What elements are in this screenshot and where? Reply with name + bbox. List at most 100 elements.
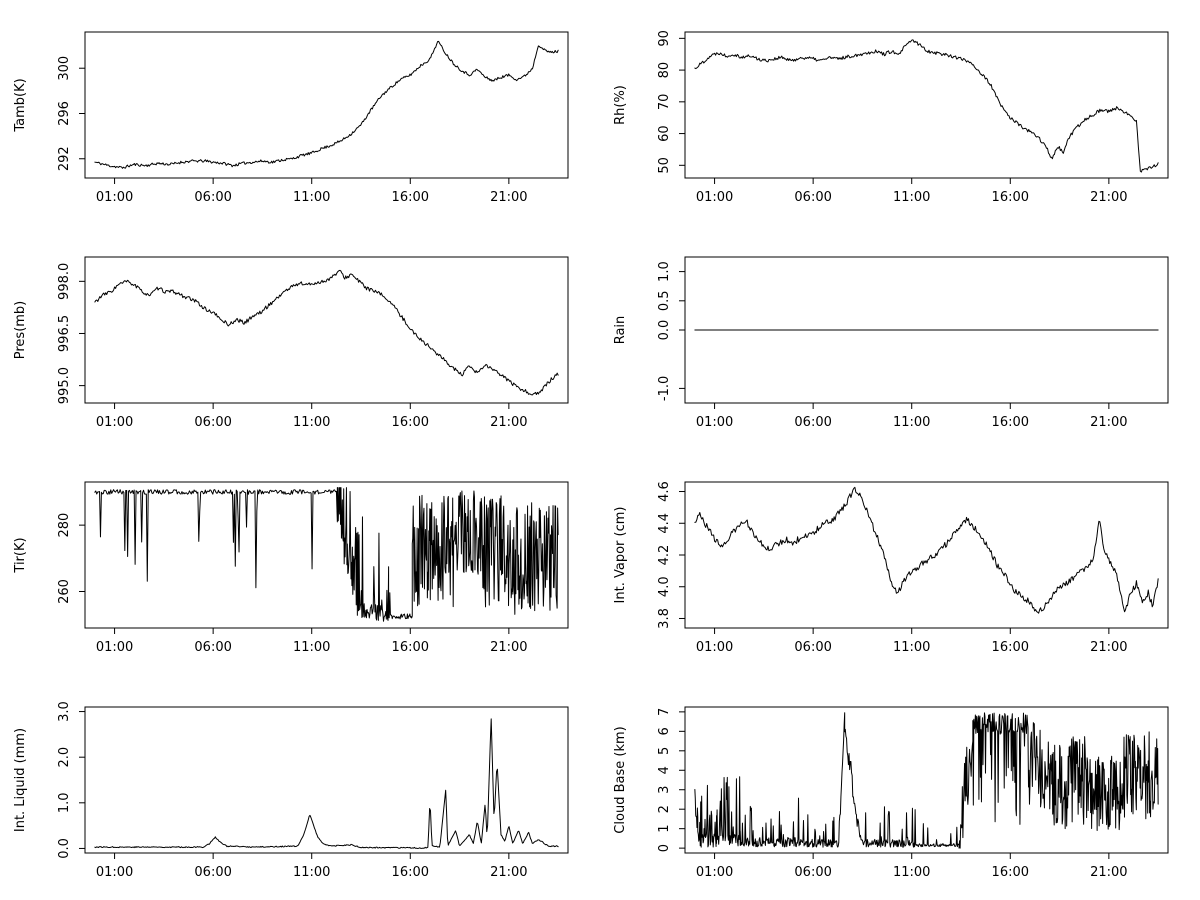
x-tick-label: 11:00 xyxy=(293,190,330,205)
y-tick-label: 4.4 xyxy=(657,513,672,534)
x-tick-label: 21:00 xyxy=(490,190,527,205)
x-tick-label: 16:00 xyxy=(992,640,1029,655)
y-tick-label: 3 xyxy=(657,786,672,794)
y-tick-label: 7 xyxy=(657,708,672,716)
x-tick-label: 01:00 xyxy=(696,415,733,430)
plot-box xyxy=(684,31,1169,179)
chart-canvas-cloudbase: 0 1 2 3 4 5 6 7 01:00 06:00 11:00 16:00 21:00 Cloud B… xyxy=(613,706,1169,880)
plot-box xyxy=(84,31,569,179)
y-tick-label: 1.0 xyxy=(657,261,672,282)
x-tick-label: 01:00 xyxy=(96,640,133,655)
y-axis-label: Tamb(K) xyxy=(13,78,28,132)
x-tick-label: 01:00 xyxy=(696,865,733,880)
x-tick-label: 21:00 xyxy=(1090,190,1127,205)
plot-box xyxy=(84,706,569,854)
x-tick-label: 16:00 xyxy=(392,190,429,205)
chart-canvas-tamb: 292 296 300 01:00 06:00 11:00 16:00 21:00 Tamb(K… xyxy=(13,31,569,205)
x-tick-label: 16:00 xyxy=(992,190,1029,205)
y-tick-label: 80 xyxy=(657,62,672,79)
panel-cloudbase: 0 1 2 3 4 5 6 7 01:00 06:00 11:00 16:00 21:00 Cloud B… xyxy=(600,675,1200,900)
x-tick-label: 06:00 xyxy=(194,865,231,880)
y-tick-label: 60 xyxy=(657,125,672,142)
x-tick-label: 01:00 xyxy=(96,415,133,430)
x-tick-label: 21:00 xyxy=(490,865,527,880)
panel-vapor: 3.8 4.0 4.2 4.4 4.6 01:00 06:00 11:00 16:00 21:00… xyxy=(600,450,1200,675)
series-line-liquid xyxy=(94,718,559,849)
plot-box xyxy=(84,256,569,404)
chart-canvas-rh: 50 60 70 80 90 01:00 06:00 11:00 16:00 21:00 Rh(%) xyxy=(613,30,1169,205)
series-line-cloudbase xyxy=(694,712,1159,849)
panel-pres: 995.0 996.5 998.0 01:00 06:00 11:00 16:00 21:00… xyxy=(0,225,600,450)
x-tick-label: 21:00 xyxy=(490,640,527,655)
panel-tamb: 292 296 300 01:00 06:00 11:00 16:00 21:00 Tamb(K… xyxy=(0,0,600,225)
x-tick-label: 11:00 xyxy=(293,640,330,655)
x-tick-label: 11:00 xyxy=(893,415,930,430)
x-tick-label: 01:00 xyxy=(696,190,733,205)
x-tick-label: 06:00 xyxy=(794,865,831,880)
x-tick-label: 16:00 xyxy=(992,415,1029,430)
panel-rain: -1.0 0.0 0.5 1.0 01:00 06:00 11:00 16:00 21:00 Ra… xyxy=(600,225,1200,450)
y-axis-label: Pres(mb) xyxy=(13,301,28,360)
y-tick-label: 90 xyxy=(657,30,672,47)
y-tick-label: 5 xyxy=(657,747,672,755)
chart-canvas-pres: 995.0 996.5 998.0 01:00 06:00 11:00 16:00 21:00… xyxy=(13,256,569,430)
panel-liquid: 0.0 1.0 2.0 3.0 01:00 06:00 11:00 16:00 21:00 Int… xyxy=(0,675,600,900)
y-tick-label: -1.0 xyxy=(657,376,672,401)
y-tick-label: 995.0 xyxy=(57,367,72,404)
x-tick-label: 11:00 xyxy=(293,415,330,430)
y-tick-label: 0.0 xyxy=(657,320,672,341)
x-tick-label: 11:00 xyxy=(293,865,330,880)
y-tick-label: 3.8 xyxy=(657,608,672,629)
x-tick-label: 21:00 xyxy=(1090,640,1127,655)
y-tick-label: 0.5 xyxy=(657,290,672,311)
y-tick-label: 2.0 xyxy=(57,747,72,768)
x-tick-label: 06:00 xyxy=(794,190,831,205)
panel-tir: 260 280 01:00 06:00 11:00 16:00 21:00 Tir(K) xyxy=(0,450,600,675)
y-tick-label: 6 xyxy=(657,727,672,735)
y-tick-label: 0.0 xyxy=(57,838,72,859)
x-tick-label: 06:00 xyxy=(194,190,231,205)
series-line-vapor xyxy=(694,486,1159,614)
y-axis-label: Rh(%) xyxy=(613,85,628,125)
y-tick-label: 1 xyxy=(657,825,672,833)
x-tick-label: 16:00 xyxy=(392,415,429,430)
x-tick-label: 01:00 xyxy=(96,865,133,880)
y-tick-label: 4.0 xyxy=(657,576,672,597)
chart-canvas-rain: -1.0 0.0 0.5 1.0 01:00 06:00 11:00 16:00 21:00 Ra… xyxy=(613,256,1169,430)
chart-canvas-liquid: 0.0 1.0 2.0 3.0 01:00 06:00 11:00 16:00 21:00 Int… xyxy=(13,701,569,880)
x-tick-label: 21:00 xyxy=(1090,865,1127,880)
y-tick-label: 0 xyxy=(657,844,672,852)
y-tick-label: 998.0 xyxy=(57,263,72,300)
x-tick-label: 01:00 xyxy=(96,190,133,205)
x-tick-label: 06:00 xyxy=(794,640,831,655)
x-tick-label: 01:00 xyxy=(696,640,733,655)
panel-rh: 50 60 70 80 90 01:00 06:00 11:00 16:00 21:00 Rh(%) xyxy=(600,0,1200,225)
y-tick-label: 4.6 xyxy=(657,481,672,502)
x-tick-label: 16:00 xyxy=(392,640,429,655)
x-tick-label: 06:00 xyxy=(194,415,231,430)
y-axis-label: Tir(K) xyxy=(13,537,28,573)
y-axis-label: Rain xyxy=(613,316,628,345)
plot-box xyxy=(84,481,569,629)
y-tick-label: 280 xyxy=(57,513,72,538)
x-tick-label: 06:00 xyxy=(794,415,831,430)
y-tick-label: 70 xyxy=(657,94,672,111)
y-tick-label: 292 xyxy=(57,146,72,171)
y-axis-label: Int. Vapor (cm) xyxy=(613,507,628,604)
chart-canvas-vapor: 3.8 4.0 4.2 4.4 4.6 01:00 06:00 11:00 16:00 21:00… xyxy=(613,481,1169,655)
x-tick-label: 16:00 xyxy=(992,865,1029,880)
y-tick-label: 50 xyxy=(657,157,672,174)
chart-canvas-tir: 260 280 01:00 06:00 11:00 16:00 21:00 Tir(K) xyxy=(13,481,569,655)
y-tick-label: 2 xyxy=(657,805,672,813)
series-line-tir xyxy=(94,487,559,622)
y-tick-label: 3.0 xyxy=(57,701,72,722)
y-tick-label: 1.0 xyxy=(57,792,72,813)
y-tick-label: 260 xyxy=(57,579,72,604)
x-tick-label: 06:00 xyxy=(194,640,231,655)
y-tick-label: 296 xyxy=(57,101,72,126)
y-tick-label: 300 xyxy=(57,56,72,81)
x-tick-label: 11:00 xyxy=(893,190,930,205)
x-tick-label: 11:00 xyxy=(893,640,930,655)
x-tick-label: 21:00 xyxy=(1090,415,1127,430)
